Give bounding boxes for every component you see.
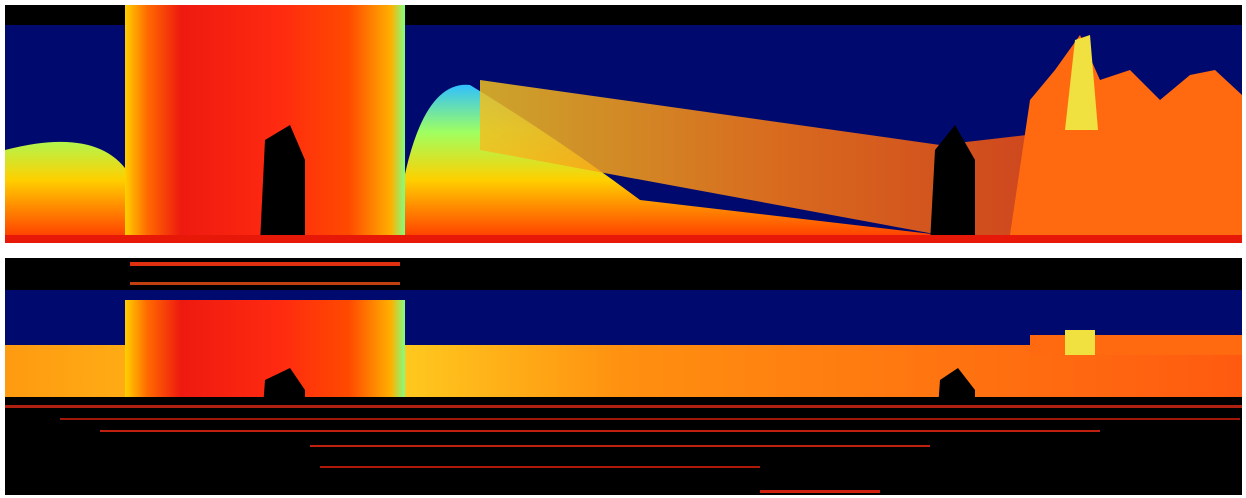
top-depth-image — [5, 5, 1242, 243]
trees — [1030, 335, 1242, 355]
streak — [100, 430, 1100, 432]
streak — [60, 418, 1240, 420]
streak — [130, 262, 400, 266]
tree-highlight — [1065, 330, 1095, 355]
streak — [760, 490, 880, 493]
tree-shadow — [260, 368, 305, 450]
bottom-depth-image — [5, 258, 1242, 495]
page — [0, 0, 1246, 498]
ground-edge — [5, 235, 1242, 243]
streak — [5, 405, 1242, 408]
streak — [130, 282, 400, 285]
streak — [310, 445, 930, 447]
streak — [320, 466, 760, 468]
